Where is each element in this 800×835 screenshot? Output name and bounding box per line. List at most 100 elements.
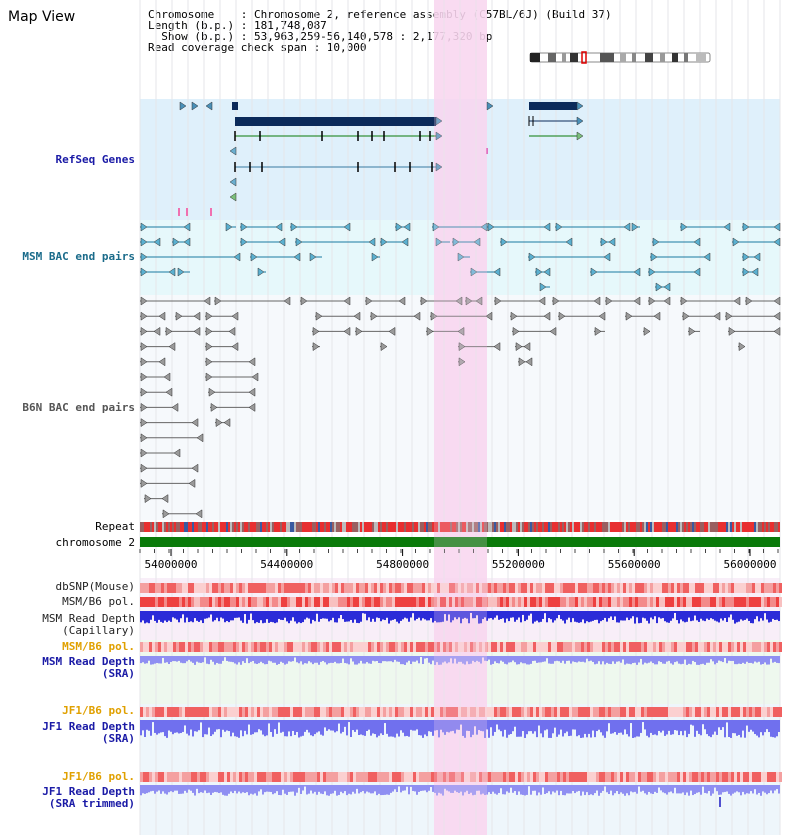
msm-capillary-depth-bar (414, 611, 416, 621)
repeat-element (218, 522, 220, 532)
repeat-element (296, 522, 298, 532)
jf1-trim-depth-bar (238, 785, 240, 792)
msm-sra-pol-cell (236, 642, 239, 652)
jf1-sra-depth-bar (698, 720, 700, 734)
msm-capillary-depth-bar (612, 611, 614, 621)
msm-capillary-depth-bar (374, 611, 376, 622)
feature-arrow (388, 326, 396, 336)
msm-pol-cell (230, 597, 233, 607)
jf1-pol-cell (734, 707, 737, 717)
repeat-element (298, 522, 300, 532)
msm-sra-depth-bar (482, 656, 484, 658)
jf1-trim-depth-bar (148, 785, 150, 793)
dbsnp-cell (761, 583, 764, 593)
jf1-sra-depth-bar (498, 720, 500, 730)
jf1-pol-cell (746, 707, 749, 717)
msm-sra-depth-bar (194, 656, 196, 665)
msm-capillary-depth-bar (328, 611, 330, 622)
jf1-trim-depth-bar (498, 785, 500, 793)
repeat-element (414, 522, 416, 532)
jf1-trim-pol-cell (491, 772, 494, 782)
jf1-trim-depth-bar (350, 785, 352, 795)
jf1-trim-depth-bar (338, 785, 340, 795)
msm-sra-depth-bar (776, 656, 778, 663)
msm-sra-pol-cell (530, 642, 533, 652)
jf1-trim-pol-cell (524, 772, 527, 782)
feature-arrow (231, 342, 239, 352)
jf1-trim-depth-bar (458, 785, 460, 793)
dbsnp-cell (161, 583, 164, 593)
jf1-sra-depth-bar (294, 720, 296, 736)
jf1-trim-depth-bar (504, 785, 506, 795)
jf1-trim-depth-bar (190, 785, 192, 791)
msm-pol-cell (707, 597, 710, 607)
feature-arrow (623, 222, 631, 232)
msm-pol-cell (272, 597, 275, 607)
repeat-element (524, 522, 526, 532)
jf1-trim-pol-cell (203, 772, 206, 782)
jf1-pol-cell (632, 707, 635, 717)
msm-sra-depth-bar (674, 656, 676, 663)
msm-sra-depth-bar (552, 656, 554, 664)
dbsnp-cell (329, 583, 332, 593)
msm-capillary-depth-bar (392, 611, 394, 620)
feature-arrow (251, 372, 259, 382)
feature-arrow (175, 311, 183, 321)
repeat-element (380, 522, 382, 532)
dbsnp-cell (581, 583, 584, 593)
feature-arrow (191, 101, 199, 111)
msm-capillary-depth-bar (642, 611, 644, 618)
msm-sra-depth-bar (654, 656, 656, 665)
jf1-sra-depth-bar (566, 720, 568, 732)
jf1-sra-depth-bar (288, 720, 290, 732)
jf1-trim-depth-bar (640, 785, 642, 792)
ideogram-band (684, 53, 688, 62)
jf1-trim-depth-bar (210, 785, 212, 795)
msm-pol-cell (407, 597, 410, 607)
jf1-trim-depth-bar (772, 785, 774, 794)
jf1-pol-cell (266, 707, 269, 717)
msm-pol-cell (539, 597, 542, 607)
msm-capillary-depth-bar (646, 611, 648, 621)
jf1-sra-depth-bar (744, 720, 746, 738)
repeat-element (526, 522, 528, 532)
msm-sra-pol-cell (719, 642, 722, 652)
jf1-trim-depth-bar (140, 785, 142, 796)
feature-arrow (140, 402, 148, 412)
dbsnp-cell (527, 583, 530, 593)
jf1-trim-pol-cell (434, 772, 437, 782)
jf1-sra-depth-bar (244, 720, 246, 731)
dbsnp-cell (638, 583, 641, 593)
feature-arrow (633, 267, 641, 277)
msm-capillary-depth-bar (622, 611, 624, 621)
ideogram-band (672, 53, 678, 62)
msm-sra-depth-bar (168, 656, 170, 664)
jf1-trim-depth-bar (694, 785, 696, 795)
jf1-trim-pol-cell (479, 772, 482, 782)
jf1-pol-cell (191, 707, 194, 717)
msm-capillary-depth-bar (636, 611, 638, 618)
msm-sra-depth-bar (188, 656, 190, 660)
jf1-trim-pol-cell (488, 772, 491, 782)
msm-capillary-depth-bar (372, 611, 374, 619)
msm-pol-cell (557, 597, 560, 607)
msm-pol-cell (329, 597, 332, 607)
msm-sra-depth-bar (696, 656, 698, 665)
msm-pol-cell (227, 597, 230, 607)
msm-pol-cell (365, 597, 368, 607)
feature-arrow (552, 296, 560, 306)
msm-capillary-depth-bar (186, 611, 188, 618)
msm-sra-pol-cell (713, 642, 716, 652)
jf1-trim-pol-cell (641, 772, 644, 782)
msm-sra-pol-cell (197, 642, 200, 652)
jf1-trim-pol-cell (269, 772, 272, 782)
repeat-element (674, 522, 676, 532)
jf1-sra-depth-bar (166, 720, 168, 738)
jf1-trim-depth-bar (632, 785, 634, 793)
feature-arrow (140, 252, 148, 262)
msm-pol-cell (149, 597, 152, 607)
repeat-element (708, 522, 710, 532)
msm-sra-pol-cell (749, 642, 752, 652)
jf1-sra-depth-bar (298, 720, 300, 738)
